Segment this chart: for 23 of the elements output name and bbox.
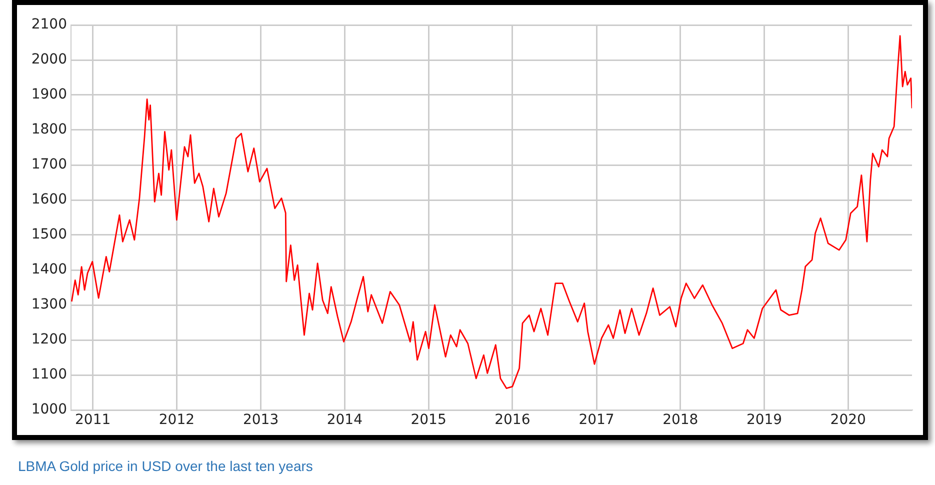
y-tick-label: 1900 xyxy=(31,86,67,103)
y-tick-label: 1100 xyxy=(31,366,67,383)
text: LBMA Gold price in USD over the last ten years xyxy=(18,458,313,474)
y-tick-label: 1700 xyxy=(31,156,67,173)
y-tick-label: 1600 xyxy=(31,192,67,208)
y-tick-label: 1300 xyxy=(31,296,67,313)
x-tick-label: 2019 xyxy=(746,412,782,428)
y-tick-label: 1400 xyxy=(31,262,67,278)
y-tick-label: 2100 xyxy=(31,16,67,33)
y-tick-label: 1500 xyxy=(31,226,67,243)
y-tick-label: 2000 xyxy=(31,52,67,68)
x-tick-label: 2014 xyxy=(326,412,363,428)
x-tick-label: 2017 xyxy=(578,412,614,428)
x-tick-label: 2015 xyxy=(410,412,446,428)
x-tick-label: 2012 xyxy=(158,412,195,428)
x-tick-label: 2020 xyxy=(830,412,866,428)
y-tick-label: 1000 xyxy=(31,402,67,418)
y-tick-label: 1800 xyxy=(31,122,67,138)
x-tick-label: 2011 xyxy=(75,412,111,428)
x-tick-label: 2016 xyxy=(494,412,530,428)
x-tick-label: 2018 xyxy=(662,412,698,428)
x-tick-label: 2013 xyxy=(242,412,279,428)
y-tick-label: 1200 xyxy=(31,332,67,348)
